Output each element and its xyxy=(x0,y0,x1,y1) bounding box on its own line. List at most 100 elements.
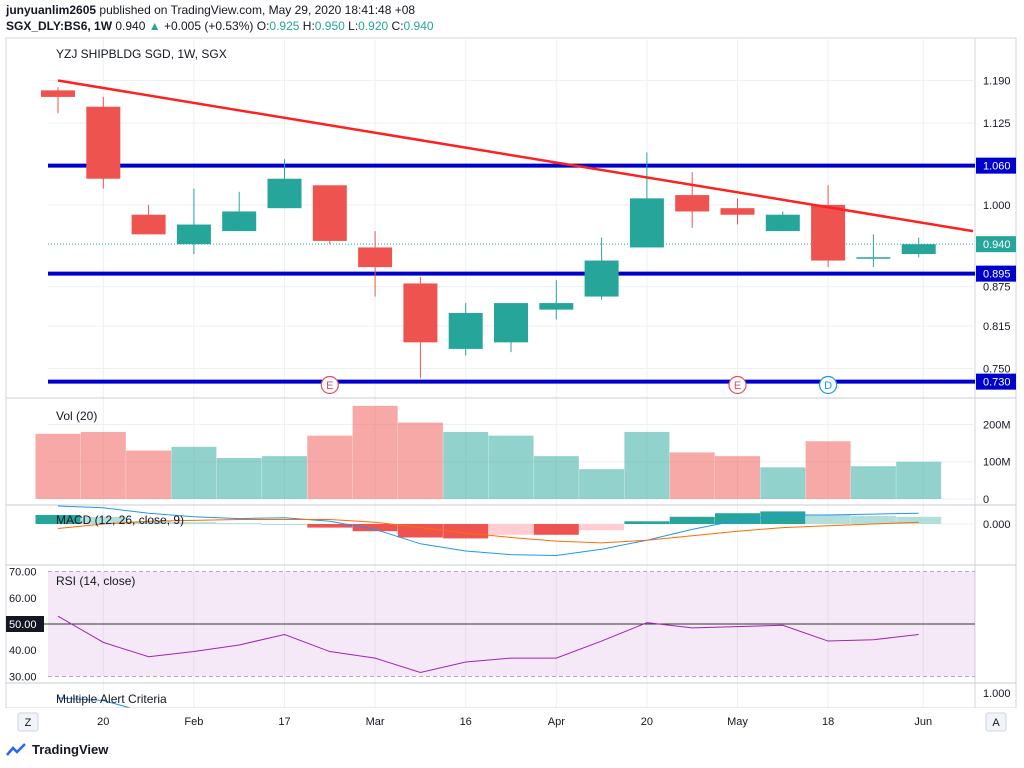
candle-body xyxy=(131,214,166,235)
chart-frame xyxy=(5,37,1017,709)
volume-bar xyxy=(352,405,398,499)
macd-histogram-bar xyxy=(850,515,896,524)
macd-histogram-bar xyxy=(715,513,760,524)
tradingview-logo-icon xyxy=(6,742,26,756)
rsi-tick-label: 40.00 xyxy=(9,645,37,657)
candle-body xyxy=(675,195,710,212)
macd-histogram-bar xyxy=(443,524,489,539)
volume-bar xyxy=(805,441,851,499)
macd-tick-label: 0.000 xyxy=(983,519,1011,531)
candle-body xyxy=(856,257,891,259)
candle-body xyxy=(41,90,75,97)
low-value: 0.920 xyxy=(358,19,389,33)
price-tick-label: 1.190 xyxy=(983,76,1011,88)
high-label: H: xyxy=(302,19,315,33)
macd-histogram-bar xyxy=(896,516,942,524)
rsi-midline-label-box xyxy=(6,616,44,632)
macd-histogram-bar xyxy=(307,524,353,528)
volume-bar xyxy=(669,452,715,499)
earnings-marker[interactable] xyxy=(728,375,747,395)
price-pane-title: YZJ SHIPBLDG SGD, 1W, SGX xyxy=(56,47,227,61)
macd-histogram-bar xyxy=(126,521,172,524)
level-label-text: 0.895 xyxy=(983,269,1011,281)
macd-histogram-bar xyxy=(760,511,806,524)
published-info: published on TradingView.com, May 29, 20… xyxy=(99,3,416,17)
auto-scale-button[interactable] xyxy=(985,712,1007,732)
time-tick-label: Feb xyxy=(184,716,203,728)
time-tick-label: May xyxy=(727,716,748,728)
candle-body xyxy=(176,224,211,245)
price-tick-label: 0.815 xyxy=(983,321,1011,333)
volume-bar xyxy=(171,446,217,499)
macd-pane-title: MACD (12, 26, close, 9) xyxy=(56,513,184,527)
dividend-marker[interactable] xyxy=(818,375,838,395)
volume-bar xyxy=(488,435,534,499)
volume-bar xyxy=(850,466,896,499)
volume-bar xyxy=(443,431,489,499)
level-label-text: 1.060 xyxy=(983,161,1011,173)
rsi-midline-label: 50.00 xyxy=(9,619,37,631)
level-label-box xyxy=(976,373,1016,390)
time-tick-label: 16 xyxy=(460,716,472,728)
macd-histogram-bar xyxy=(669,516,715,524)
high-value: 0.950 xyxy=(314,19,345,33)
time-tick-label: Jun xyxy=(914,716,932,728)
volume-bar xyxy=(896,461,942,499)
time-tick-label: 18 xyxy=(822,716,834,728)
time-tick-label: Mar xyxy=(366,716,385,728)
macd-histogram-bar xyxy=(80,516,126,524)
volume-bar xyxy=(262,456,307,499)
candle-body xyxy=(765,214,800,232)
chart-header: junyuanlim2605 published on TradingView.… xyxy=(6,2,434,34)
level-label-box xyxy=(976,265,1016,282)
volume-bar xyxy=(80,431,126,499)
volume-bar xyxy=(624,431,670,499)
time-axis-bg xyxy=(6,708,1016,736)
candle-body xyxy=(629,198,664,248)
volume-bar xyxy=(126,450,172,499)
alert-pane-title: Multiple Alert Criteria xyxy=(56,692,167,706)
macd-signal-line xyxy=(57,519,919,544)
candle-body xyxy=(358,247,393,268)
macd-histogram-bar xyxy=(533,524,579,535)
macd-histogram-bar xyxy=(805,515,851,524)
event-marker-label: E xyxy=(734,380,741,392)
time-tick-label: 17 xyxy=(278,716,290,728)
time-tick-label: 20 xyxy=(641,716,653,728)
rsi-line xyxy=(57,615,919,674)
auto-scale-button-label: A xyxy=(992,717,1000,729)
earnings-marker[interactable] xyxy=(320,375,339,395)
rsi-tick-label: 70.00 xyxy=(9,567,37,579)
symbol-label: SGX_DLY:BS6, 1W xyxy=(6,19,113,33)
macd-histogram-bar xyxy=(397,524,443,538)
last-price-label-text: 0.940 xyxy=(983,239,1011,251)
publisher-name[interactable]: junyuanlim2605 xyxy=(6,3,97,17)
macd-histogram-bar xyxy=(262,524,307,525)
macd-line xyxy=(57,505,919,557)
event-marker-label: E xyxy=(326,380,333,392)
footer-brand: TradingView xyxy=(6,742,108,757)
volume-bar xyxy=(397,422,443,499)
price-tick-label: 1.125 xyxy=(983,118,1011,130)
volume-bar xyxy=(533,456,579,499)
macd-histogram-bar xyxy=(171,522,217,524)
zoom-button[interactable] xyxy=(17,712,39,732)
price-change: +0.005 (+0.53%) xyxy=(163,19,254,33)
close-value: 0.940 xyxy=(403,19,434,33)
volume-bar xyxy=(35,433,81,499)
last-price: 0.940 xyxy=(115,19,146,33)
trendline xyxy=(57,79,974,233)
last-price-label-box xyxy=(976,236,1016,253)
candle-body xyxy=(720,208,755,215)
time-tick-label: Apr xyxy=(548,716,565,728)
volume-bar xyxy=(715,456,760,499)
brand-name: TradingView xyxy=(32,742,109,757)
open-label: O: xyxy=(256,19,270,33)
candle-body xyxy=(403,283,438,343)
price-tick-label: 1.000 xyxy=(983,200,1011,212)
price-tick-label: 0.875 xyxy=(983,282,1011,294)
price-tick-label: 0.750 xyxy=(983,364,1011,376)
alert-tick-label: 1.000 xyxy=(983,688,1011,700)
zoom-button-label: Z xyxy=(25,717,32,729)
